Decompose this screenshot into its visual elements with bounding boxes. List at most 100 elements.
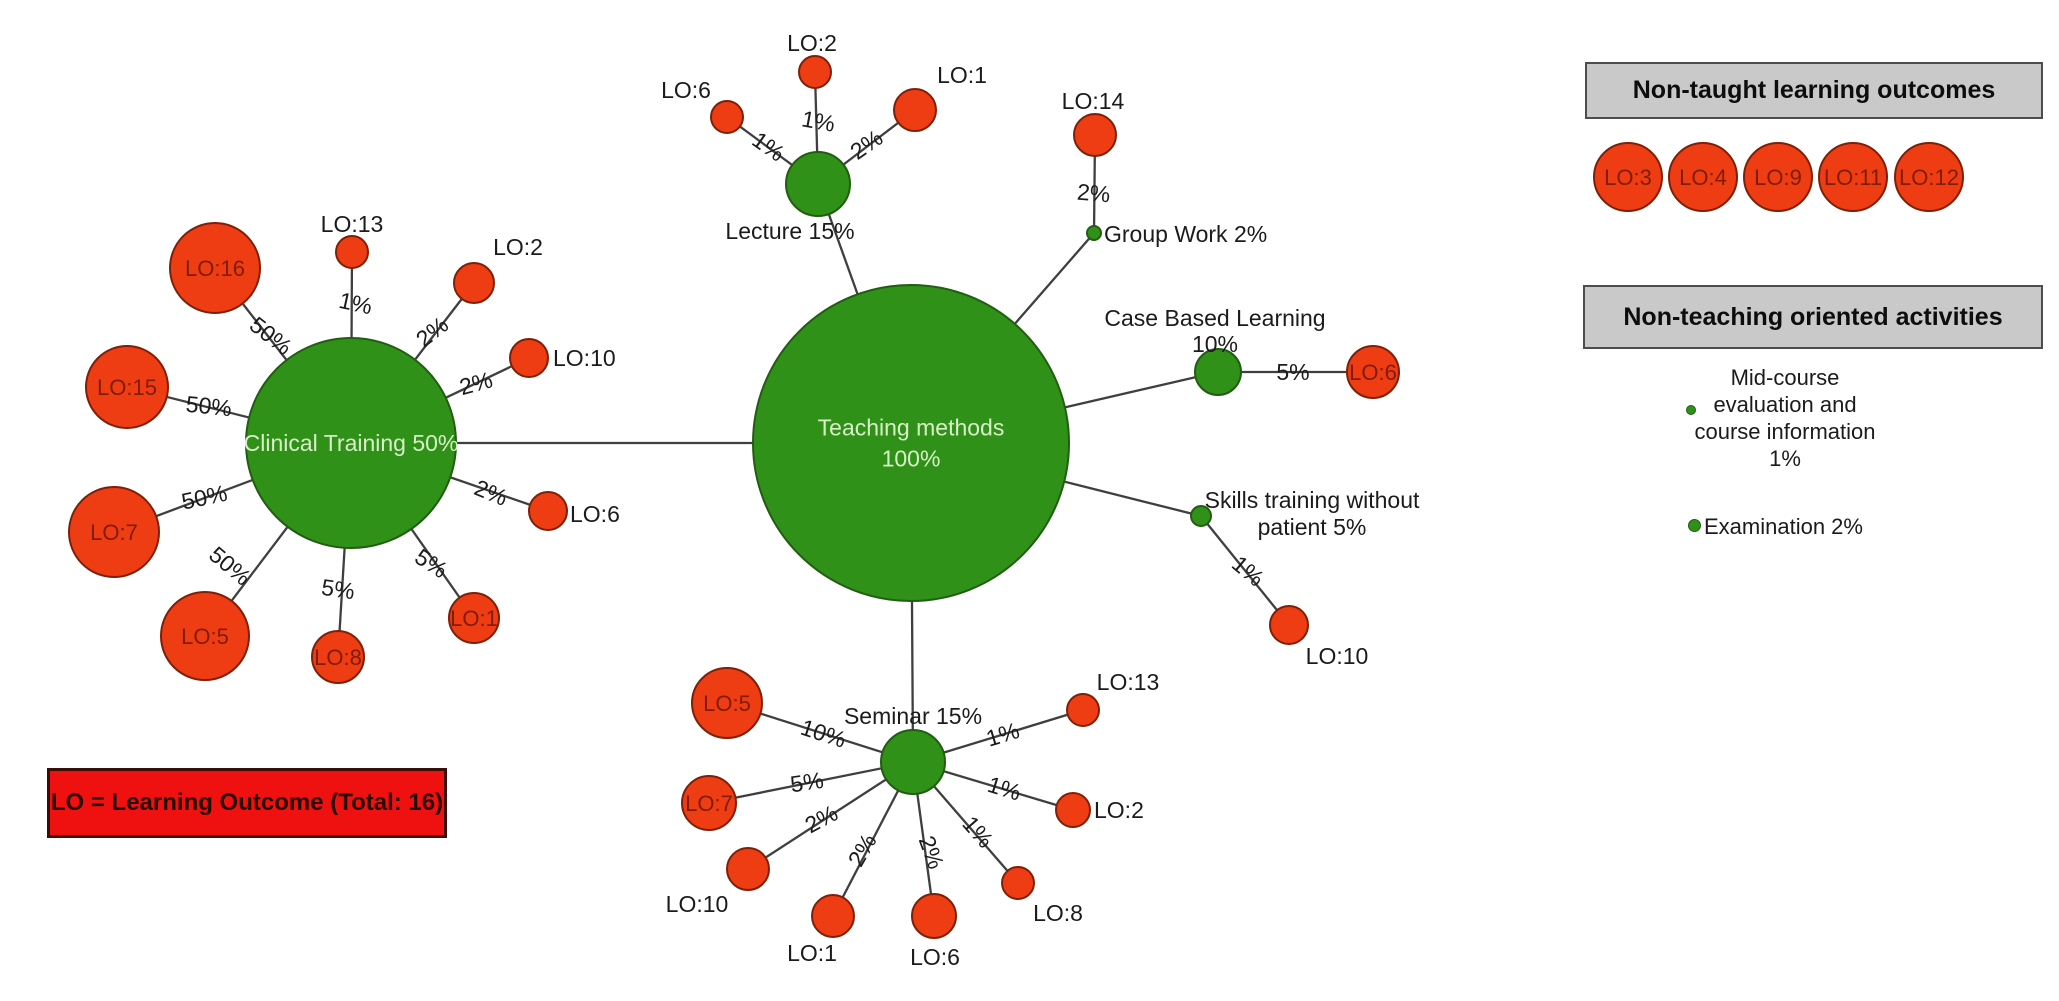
node-label-c_lo15: LO:15 [97, 375, 157, 400]
edge-seminar-s_lo7 [708, 760, 914, 805]
node-label-c_lo10: LO:10 [553, 345, 616, 371]
node-nt_lo3 [1593, 142, 1663, 212]
edge-label-groupwork-g_lo14: 2% [1076, 179, 1111, 208]
node-label-groupwork: Group Work 2% [1104, 221, 1267, 247]
node-cbl [1194, 348, 1242, 396]
node-s_lo8 [1001, 866, 1035, 900]
node-label-lecture: Lecture 15% [725, 218, 854, 244]
node-lecture [785, 151, 851, 217]
node-label-s_lo5: LO:5 [703, 691, 751, 716]
node-g_lo14 [1073, 113, 1117, 157]
node-l_lo1 [893, 88, 937, 132]
node-label-nt_lo3: LO:3 [1604, 165, 1652, 190]
edge-label-clinical-c_lo7: 50% [179, 480, 229, 515]
node-c_lo2 [453, 262, 495, 304]
node-c_lo16 [169, 222, 261, 314]
examination-bullet-icon [1688, 519, 1701, 532]
edge-label-clinical-c_lo6: 2% [471, 474, 512, 511]
midcourse-bullet-icon [1686, 405, 1696, 415]
edge-label-lecture-l_lo6: 1% [748, 126, 790, 166]
edge-label-clinical-c_lo5: 50% [204, 541, 256, 591]
node-label-c_lo16: LO:16 [185, 256, 245, 281]
edge-label-lecture-l_lo2: 1% [800, 105, 837, 136]
node-label-s_lo1: LO:1 [787, 940, 837, 966]
node-l_lo2 [798, 55, 832, 89]
edge-label-cbl-b_lo6: 5% [1276, 359, 1309, 385]
node-label-s_lo10: LO:10 [666, 891, 729, 917]
node-label-nt_lo11: LO:11 [1824, 165, 1882, 190]
node-label-c_lo7: LO:7 [90, 520, 138, 545]
node-nt_lo9 [1743, 142, 1813, 212]
edge-label-clinical-c_lo10: 2% [457, 366, 496, 400]
node-c_lo15 [85, 345, 169, 429]
midcourse-label-line: 1% [1769, 446, 1801, 471]
node-label-nt_lo12: LO:12 [1899, 165, 1959, 190]
edge-label-seminar-s_lo6: 2% [914, 832, 950, 872]
node-groupwork [1086, 225, 1102, 241]
legend-box: LO = Learning Outcome (Total: 16) [47, 768, 447, 838]
node-label-s_lo13: LO:13 [1097, 669, 1160, 695]
node-label-k_lo10: LO:10 [1306, 643, 1369, 669]
node-label-s_lo7: LO:7 [685, 791, 733, 816]
node-label-c_lo5: LO:5 [181, 624, 229, 649]
node-c_lo13 [335, 235, 369, 269]
midcourse-label-line: course information [1694, 419, 1876, 444]
node-label-l_lo6: LO:6 [661, 77, 711, 103]
node-s_lo7 [681, 775, 737, 831]
node-label-c_lo6: LO:6 [570, 501, 620, 527]
non-teaching-panel-title: Non-teaching oriented activities [1623, 302, 2003, 331]
node-label-b_lo6: LO:6 [1349, 360, 1397, 385]
node-label-clinical: Clinical Training 50% [244, 430, 459, 456]
node-label-c_lo1: LO:1 [450, 606, 498, 631]
node-label-l_lo1: LO:1 [937, 62, 987, 88]
edge-skills-k_lo10 [1200, 515, 1290, 626]
edge-label-clinical-c_lo16: 50% [245, 311, 297, 360]
node-label-nt_lo4: LO:4 [1679, 165, 1727, 190]
node-c_lo8 [311, 630, 365, 684]
node-nt_lo12 [1894, 142, 1964, 212]
edge-label-clinical-c_lo15: 50% [185, 391, 234, 422]
node-label-c_lo8: LO:8 [314, 645, 362, 670]
edge-label-seminar-s_lo8: 1% [957, 811, 998, 853]
edge-label-seminar-s_lo10: 2% [800, 800, 842, 839]
node-s_lo5 [691, 667, 763, 739]
midcourse-label: Mid-course evaluation and course informa… [1660, 364, 1910, 472]
node-nt_lo4 [1668, 142, 1738, 212]
node-label-cbl: Case Based Learning 10% [1104, 305, 1325, 357]
midcourse-label-line: Mid-course [1730, 365, 1840, 390]
node-label-skills: Skills training without patient 5% [1205, 487, 1420, 540]
node-label-c_lo13: LO:13 [321, 211, 384, 237]
node-s_lo1 [811, 894, 855, 938]
node-label-teaching: Teaching methods 100% [818, 415, 1005, 472]
node-teaching [752, 284, 1070, 602]
node-b_lo6 [1346, 345, 1400, 399]
node-skills [1190, 505, 1212, 527]
midcourse-label-line: evaluation and [1713, 392, 1857, 417]
non-teaching-panel: Non-teaching oriented activities [1583, 285, 2043, 349]
edge-label-seminar-s_lo7: 5% [789, 767, 826, 797]
node-c_lo7 [68, 486, 160, 578]
node-s_lo10 [726, 847, 770, 891]
edge-label-seminar-s_lo13: 1% [983, 717, 1022, 752]
node-clinical [245, 337, 457, 549]
node-s_lo13 [1066, 693, 1100, 727]
non-taught-panel-title: Non-taught learning outcomes [1632, 76, 1996, 104]
edge-label-seminar-s_lo2: 1% [985, 771, 1024, 806]
non-taught-panel: Non-taught learning outcomes [1585, 62, 2043, 119]
node-c_lo5 [160, 591, 250, 681]
examination-label: Examination 2% [1704, 514, 1863, 539]
node-nt_lo11 [1818, 142, 1888, 212]
node-l_lo6 [710, 100, 744, 134]
node-label-g_lo14: LO:14 [1062, 88, 1125, 114]
edge-label-clinical-c_lo8: 5% [320, 574, 357, 604]
edge-label-clinical-c_lo13: 1% [337, 287, 375, 319]
legend-label: LO = Learning Outcome (Total: 16) [50, 789, 444, 816]
node-s_lo6 [911, 893, 957, 939]
node-label-s_lo2: LO:2 [1094, 797, 1144, 823]
node-label-seminar: Seminar 15% [844, 703, 982, 729]
node-s_lo2 [1055, 792, 1091, 828]
node-k_lo10 [1269, 605, 1309, 645]
node-c_lo1 [448, 592, 500, 644]
